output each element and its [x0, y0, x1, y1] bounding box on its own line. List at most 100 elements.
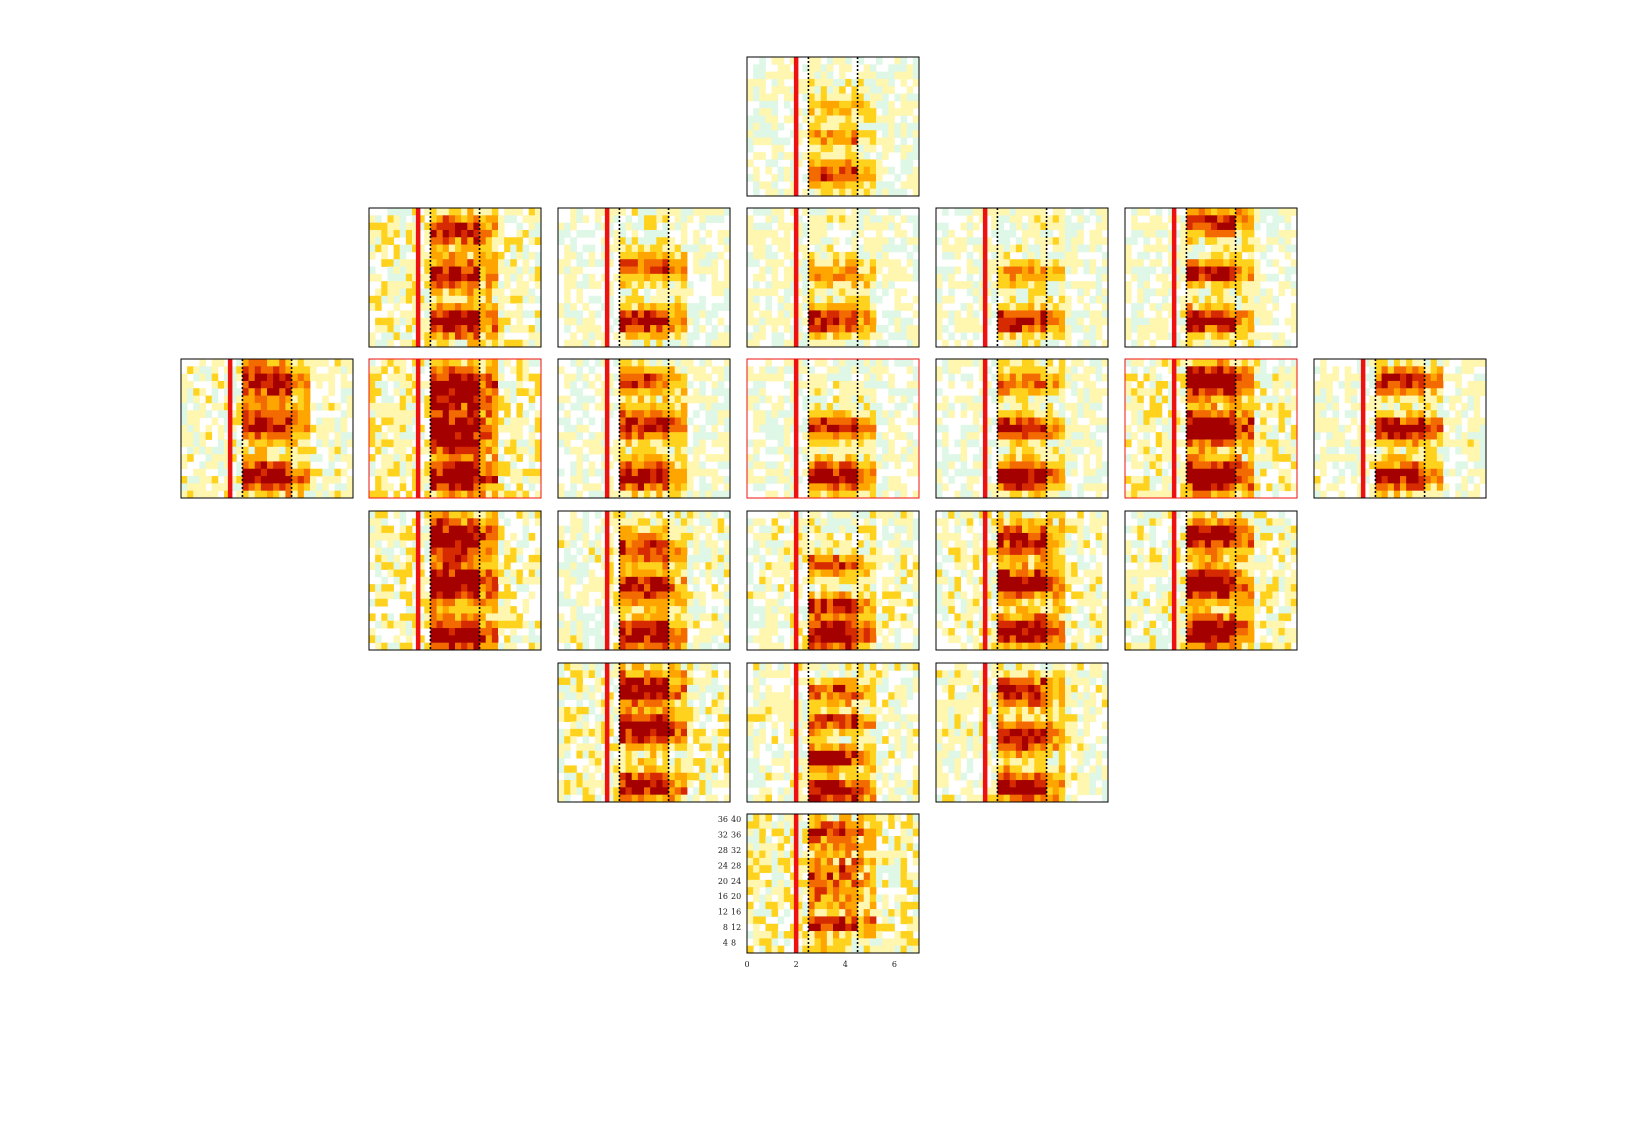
heat-cell	[1192, 229, 1200, 238]
heat-cell	[979, 295, 986, 304]
heat-cell	[845, 303, 852, 311]
heat-cell	[455, 317, 462, 326]
heat-cell	[753, 476, 760, 484]
heat-cell	[1180, 325, 1187, 333]
heat-cell	[479, 295, 487, 304]
heat-cell	[340, 439, 348, 448]
heat-cell	[467, 215, 474, 224]
heat-cell	[1198, 259, 1206, 267]
heat-cell	[876, 259, 883, 267]
heat-cell	[485, 310, 493, 319]
heat-cell	[369, 366, 376, 375]
heat-cell	[528, 295, 536, 304]
heat-cell	[582, 439, 590, 448]
heat-cell	[900, 325, 908, 333]
heat-cell	[297, 402, 305, 411]
heat-cell	[455, 395, 462, 404]
heat-cell	[845, 366, 852, 375]
heat-cell	[869, 215, 877, 224]
heat-cell	[900, 188, 908, 197]
heat-cell	[753, 166, 760, 175]
heat-cell	[882, 237, 889, 245]
heat-cell	[1009, 417, 1017, 426]
heat-cell	[516, 237, 523, 245]
heat-cell	[1040, 215, 1047, 224]
heat-cell	[211, 373, 219, 382]
heat-cell	[1137, 395, 1144, 404]
heat-cell	[808, 166, 815, 175]
heat-cell	[564, 229, 571, 238]
heat-cell	[1009, 410, 1017, 418]
heat-cell	[851, 359, 858, 367]
heat-cell	[1217, 417, 1224, 426]
heat-cell	[1022, 222, 1029, 231]
heat-cell	[882, 144, 889, 153]
heat-cell	[808, 57, 815, 65]
heat-cell	[461, 288, 468, 297]
heat-cell	[393, 461, 401, 470]
heat-cell	[1040, 373, 1047, 382]
heat-cell	[405, 373, 413, 382]
heat-cell	[1278, 237, 1286, 245]
heat-cell	[1143, 366, 1150, 375]
heat-cell	[753, 317, 760, 326]
heat-cell	[412, 259, 419, 267]
heat-cell	[285, 366, 292, 375]
heat-cell	[1052, 490, 1060, 499]
heat-cell	[826, 152, 834, 160]
heat-cell	[1028, 332, 1035, 341]
heat-cell	[1229, 402, 1236, 411]
heat-cell	[1101, 317, 1109, 326]
heat-cell	[619, 476, 626, 484]
heat-cell	[833, 166, 840, 175]
heat-cell	[699, 439, 706, 448]
heat-cell	[369, 402, 376, 411]
heat-cell	[205, 476, 213, 484]
heat-cell	[876, 229, 883, 238]
heat-cell	[723, 359, 731, 367]
heat-cell	[808, 71, 815, 80]
heat-cell	[705, 310, 712, 319]
heat-cell	[1266, 332, 1273, 341]
heat-cell	[783, 410, 791, 418]
heat-cell	[576, 208, 583, 216]
heat-cell	[467, 266, 474, 275]
heat-cell	[297, 380, 305, 389]
heat-cell	[467, 366, 474, 375]
heat-cell	[1149, 229, 1157, 238]
heat-cell	[942, 266, 949, 275]
heat-cell	[1186, 244, 1193, 253]
heat-cell	[777, 468, 785, 477]
heat-cell	[650, 251, 657, 260]
heat-cell	[790, 130, 797, 138]
heat-cell	[687, 288, 694, 297]
heat-cell	[650, 215, 657, 224]
heat-cell	[765, 266, 772, 275]
heat-cell	[1143, 266, 1150, 275]
heat-cell	[1168, 395, 1175, 404]
heat-cell	[826, 402, 834, 411]
heat-cell	[979, 402, 986, 411]
heat-cell	[588, 417, 596, 426]
heat-cell	[442, 259, 450, 267]
heat-cell	[448, 476, 456, 484]
heat-cell	[594, 439, 602, 448]
heat-cell	[966, 424, 974, 433]
heat-cell	[1071, 446, 1078, 455]
heat-cell	[1003, 244, 1011, 253]
heat-cell	[1015, 373, 1023, 382]
heat-cell	[777, 57, 785, 65]
heat-cell	[448, 366, 456, 375]
heat-cell	[516, 388, 523, 396]
heat-cell	[1180, 439, 1187, 448]
heat-cell	[211, 476, 219, 484]
heat-cell	[906, 159, 914, 168]
heat-cell	[473, 366, 480, 375]
heat-cell	[1186, 339, 1193, 348]
panel-border	[935, 358, 1109, 499]
heat-cell	[644, 317, 651, 326]
heat-cell	[954, 325, 961, 333]
heat-cell	[900, 483, 908, 492]
heat-cell	[485, 281, 493, 289]
heat-cell	[346, 359, 354, 367]
